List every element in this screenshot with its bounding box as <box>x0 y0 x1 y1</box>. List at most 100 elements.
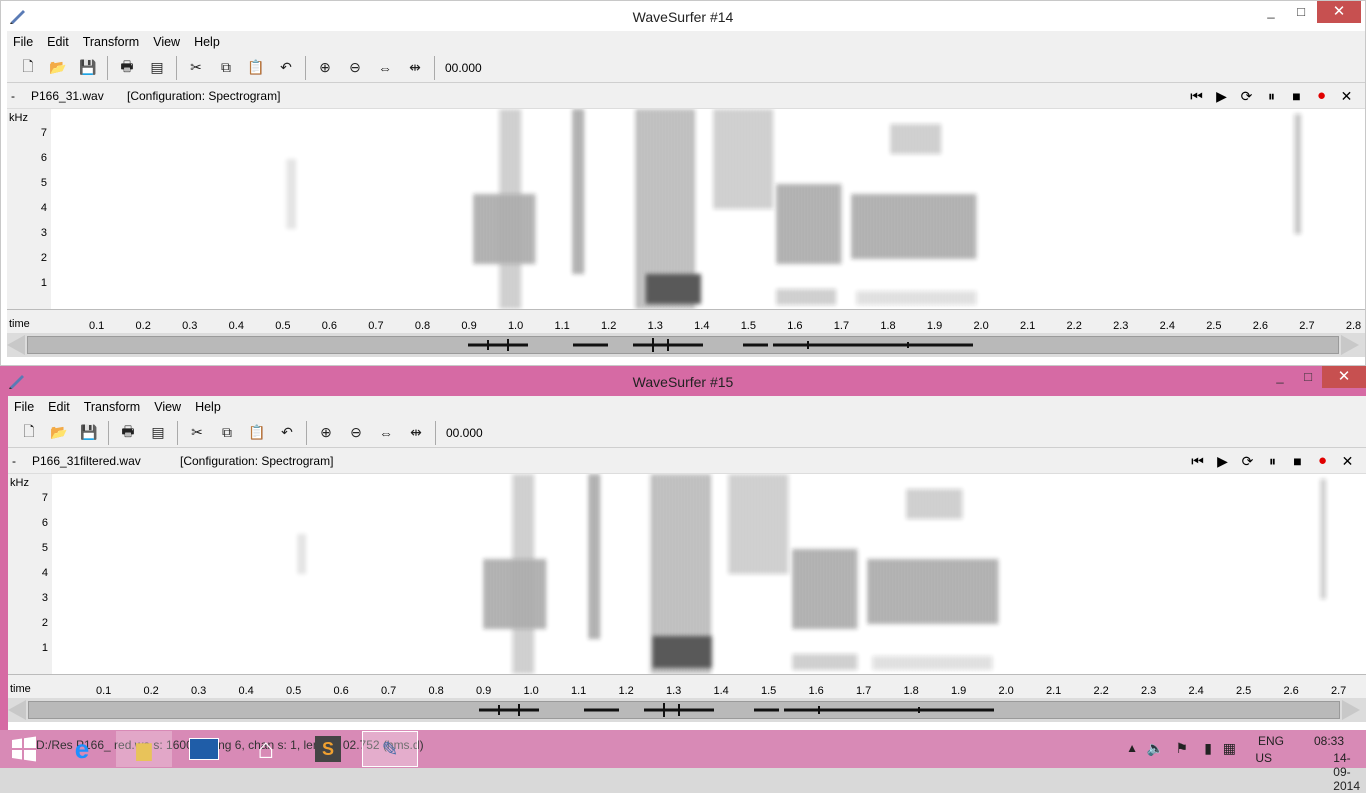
sublime-text-icon[interactable]: S <box>300 731 356 767</box>
copy-icon[interactable]: ⧉ <box>222 424 232 440</box>
wavesurfer-taskbar-icon[interactable]: ✎ <box>362 731 418 767</box>
open-folder-icon[interactable]: 📂 <box>49 59 67 75</box>
new-file-icon[interactable]: 🗋 <box>22 57 34 74</box>
scrollbar-thumb[interactable] <box>28 701 1340 719</box>
menu-view[interactable]: View <box>154 400 182 414</box>
paste-icon[interactable]: 📋 <box>248 424 266 440</box>
action-center-icon[interactable]: ⚑ <box>1175 740 1188 756</box>
minimize-button[interactable]: _ <box>1267 4 1275 19</box>
close-button[interactable]: ✕ <box>1322 366 1366 388</box>
record-icon[interactable]: ● <box>1316 87 1327 104</box>
track-menu-dash[interactable]: - <box>12 454 16 468</box>
undo-icon[interactable]: ↶ <box>281 424 293 440</box>
skip-start-icon[interactable]: ⏮ <box>1191 453 1204 469</box>
scroll-left-arrow-icon[interactable] <box>7 335 25 355</box>
play-icon[interactable]: ▶ <box>1217 453 1228 469</box>
zoom-fit-icon[interactable]: ⇔ <box>379 424 393 441</box>
input-region[interactable]: US <box>1255 751 1272 765</box>
pause-icon[interactable]: ⏸ <box>1269 453 1276 469</box>
time-tick: 0.1 <box>96 685 112 697</box>
minimize-button[interactable]: _ <box>1276 369 1284 384</box>
freq-tick: 6 <box>41 517 48 529</box>
time-tick: 2.5 <box>1236 685 1252 697</box>
paste-icon[interactable]: 📋 <box>247 59 265 75</box>
time-axis-label: time <box>10 683 31 695</box>
properties-icon[interactable]: ▤ <box>150 59 164 75</box>
zoom-fit-icon[interactable]: ⇔ <box>378 59 392 76</box>
print-icon[interactable]: 🖶 <box>121 422 135 439</box>
menu-help[interactable]: Help <box>195 400 221 414</box>
scroll-left-arrow-icon[interactable] <box>8 700 26 720</box>
play-icon[interactable]: ▶ <box>1216 88 1227 104</box>
file-explorer-icon[interactable]: ▆ <box>116 731 172 767</box>
scrollbar-thumb[interactable] <box>27 336 1339 354</box>
spectrogram-canvas[interactable] <box>52 474 1366 674</box>
close-track-icon[interactable]: ✕ <box>1341 453 1354 469</box>
battery-icon[interactable]: ▮ <box>1204 740 1212 756</box>
network-icon[interactable]: ▦ <box>1222 740 1236 756</box>
scroll-right-arrow-icon[interactable] <box>1342 700 1360 720</box>
track-menu-dash[interactable]: - <box>11 89 15 103</box>
stop-icon[interactable]: ■ <box>1293 453 1302 469</box>
scroll-right-arrow-icon[interactable] <box>1341 335 1359 355</box>
close-button[interactable]: ✕ <box>1317 1 1361 23</box>
open-folder-icon[interactable]: 📂 <box>50 424 68 440</box>
zoom-out-icon[interactable]: ⊖ <box>350 424 362 440</box>
new-file-icon[interactable]: 🗋 <box>23 422 35 439</box>
waveform-overview-scrollbar[interactable] <box>8 698 1366 722</box>
stop-icon[interactable]: ■ <box>1292 88 1301 104</box>
time-tick: 0.6 <box>321 320 338 332</box>
maximize-button[interactable]: □ <box>1304 369 1312 384</box>
tray-overflow-icon[interactable]: ▲ <box>1126 741 1138 755</box>
waveform-overview-scrollbar[interactable] <box>7 333 1365 357</box>
lenovo-app-icon[interactable] <box>176 731 232 767</box>
internet-explorer-icon[interactable]: e <box>74 733 90 764</box>
menu-file[interactable]: File <box>13 35 34 49</box>
save-icon[interactable]: 💾 <box>79 59 97 75</box>
menu-view[interactable]: View <box>153 35 181 49</box>
menu-transform[interactable]: Transform <box>82 35 140 49</box>
properties-icon[interactable]: ▤ <box>151 424 165 440</box>
zoom-in-icon[interactable]: ⊕ <box>320 424 332 440</box>
cut-icon[interactable]: ✂ <box>191 424 203 440</box>
toolbar: 🗋 📂 💾 🖶 ▤ ✂ ⧉ 📋 ↶ ⊕ ⊖ ⇔ ⇹ 00.000 <box>8 418 1366 448</box>
menu-file[interactable]: File <box>14 400 35 414</box>
zoom-selection-icon[interactable]: ⇹ <box>410 424 422 440</box>
time-tick: 1.3 <box>647 320 663 332</box>
input-language[interactable]: ENG <box>1257 734 1284 748</box>
zoom-selection-icon[interactable]: ⇹ <box>409 59 421 75</box>
maximize-button[interactable]: □ <box>1297 4 1305 19</box>
cut-icon[interactable]: ✂ <box>190 59 202 75</box>
menu-transform[interactable]: Transform <box>83 400 141 414</box>
spectrogram-canvas[interactable] <box>51 109 1365 309</box>
pause-icon[interactable]: ⏸ <box>1268 88 1275 104</box>
close-track-icon[interactable]: ✕ <box>1340 88 1353 104</box>
zoom-out-icon[interactable]: ⊖ <box>349 59 361 75</box>
clock-date[interactable]: 14-09-2014 <box>1333 751 1360 793</box>
undo-icon[interactable]: ↶ <box>280 59 292 75</box>
time-tick: 1.7 <box>856 685 872 697</box>
volume-icon[interactable]: 🔈 <box>1146 740 1164 756</box>
zoom-in-icon[interactable]: ⊕ <box>319 59 331 75</box>
skip-start-icon[interactable]: ⏮ <box>1190 88 1203 104</box>
play-loop-icon[interactable]: ⟳ <box>1240 88 1253 104</box>
menu-edit[interactable]: Edit <box>47 35 69 49</box>
copy-icon[interactable]: ⧉ <box>221 59 231 75</box>
print-icon[interactable]: 🖶 <box>120 57 134 74</box>
play-loop-icon[interactable]: ⟳ <box>1241 453 1254 469</box>
track-configuration: [Configuration: Spectrogram] <box>127 89 281 103</box>
title-bar[interactable]: WaveSurfer #14 _ □ ✕ <box>1 1 1365 31</box>
time-tick: 0.8 <box>414 320 431 332</box>
menu-edit[interactable]: Edit <box>48 400 70 414</box>
start-windows-icon[interactable] <box>0 731 48 767</box>
toolbar-divider <box>435 420 436 445</box>
menu-help[interactable]: Help <box>194 35 220 49</box>
playback-controls: ⏮ ▶ ⟳ ⏸ ■ ● ✕ <box>1185 452 1360 470</box>
home-icon[interactable]: ⌂ <box>257 733 275 764</box>
save-icon[interactable]: 💾 <box>80 424 98 440</box>
title-bar[interactable]: WaveSurfer #15 _ □ ✕ <box>0 366 1366 396</box>
record-icon[interactable]: ● <box>1317 452 1328 469</box>
time-tick: 2.4 <box>1188 685 1204 697</box>
clock-time[interactable]: 08:33 <box>1313 734 1344 748</box>
track-filename: P166_31.wav <box>31 89 104 103</box>
